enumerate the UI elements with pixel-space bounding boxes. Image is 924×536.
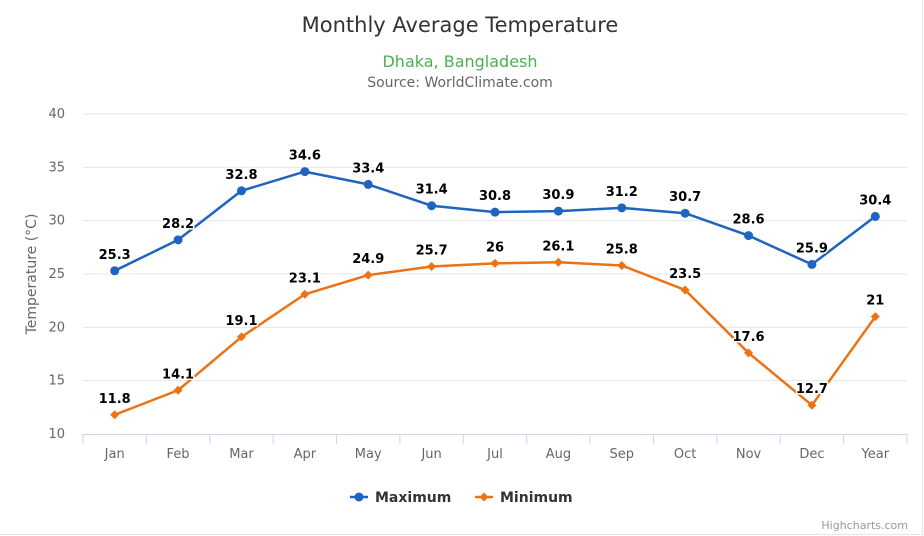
x-tick-label-dec: Dec xyxy=(799,447,824,462)
maximum-data-label: 31.2 xyxy=(606,185,638,200)
maximum-data-label: 31.4 xyxy=(416,183,448,198)
y-axis-label: Temperature (°C) xyxy=(24,214,40,336)
maximum-data-label: 34.6 xyxy=(289,149,321,164)
minimum-point xyxy=(490,258,500,268)
maximum-point xyxy=(807,259,817,269)
y-tick-label: 20 xyxy=(48,320,65,335)
minimum-data-label: 23.5 xyxy=(669,267,701,282)
maximum-point xyxy=(363,179,373,189)
chart-title: Monthly Average Temperature xyxy=(302,13,619,37)
minimum-data-label: 12.7 xyxy=(796,382,828,397)
x-tick-label-apr: Apr xyxy=(294,447,317,462)
maximum-point xyxy=(300,167,310,177)
maximum-data-label: 28.2 xyxy=(162,217,194,232)
minimum-point xyxy=(427,262,437,272)
x-tick-label-jun: Jun xyxy=(420,447,441,462)
minimum-point xyxy=(553,257,563,267)
maximum-data-label: 33.4 xyxy=(352,161,384,176)
maximum-data-label: 25.3 xyxy=(99,248,131,263)
maximum-data-label: 28.6 xyxy=(732,213,764,228)
chart-subtitle: Dhaka, Bangladesh xyxy=(382,52,537,71)
maximum-point xyxy=(110,266,120,276)
minimum-data-label: 17.6 xyxy=(732,330,764,345)
maximum-point xyxy=(236,186,246,196)
minimum-point xyxy=(617,260,627,270)
maximum-point xyxy=(173,235,183,245)
maximum-point xyxy=(870,211,880,221)
chart-source: Source: WorldClimate.com xyxy=(367,75,553,91)
minimum-data-label: 21 xyxy=(866,294,884,309)
minimum-data-label: 19.1 xyxy=(225,314,257,329)
legend-label-minimum: Minimum xyxy=(500,490,573,506)
legend-label-maximum: Maximum xyxy=(375,490,451,506)
maximum-point xyxy=(553,206,563,216)
x-tick-label-sep: Sep xyxy=(610,447,635,462)
minimum-data-label: 26 xyxy=(486,240,504,255)
x-tick-label-oct: Oct xyxy=(674,447,696,462)
y-tick-label: 30 xyxy=(48,214,65,229)
minimum-point xyxy=(680,285,690,295)
y-tick-label: 40 xyxy=(48,107,65,122)
maximum-data-label: 30.7 xyxy=(669,190,701,205)
legend-marker-minimum xyxy=(479,492,489,502)
legend[interactable]: Maximum Minimum xyxy=(350,490,573,506)
maximum-data-label: 32.8 xyxy=(225,168,257,183)
minimum-data-label: 23.1 xyxy=(289,271,321,286)
x-tick-label-year: Year xyxy=(861,447,890,462)
maximum-point xyxy=(490,207,500,217)
minimum-data-label: 25.7 xyxy=(416,244,448,259)
x-axis: Jan Feb Mar Apr May Jun Jul Aug Sep Oct Nov Dec Year xyxy=(82,434,908,462)
legend-marker-maximum xyxy=(354,492,364,502)
minimum-data-label: 26.1 xyxy=(542,239,574,254)
x-tick-label-feb: Feb xyxy=(167,447,190,462)
x-tick-label-jul: Jul xyxy=(486,447,503,462)
maximum-point xyxy=(617,203,627,213)
y-tick-label: 35 xyxy=(48,160,65,175)
minimum-point xyxy=(807,400,817,410)
maximum-point xyxy=(680,208,690,218)
gridlines xyxy=(83,113,907,382)
minimum-point xyxy=(744,348,754,358)
data-labels: 25.3 28.2 32.8 34.6 33.4 31.4 30.8 30.9 31.2 30.7… xyxy=(97,147,893,408)
maximum-data-label: 25.9 xyxy=(796,241,828,256)
maximum-point xyxy=(744,231,754,241)
x-tick-label-may: May xyxy=(355,447,382,462)
maximum-data-label: 30.4 xyxy=(859,193,891,208)
minimum-point xyxy=(870,312,880,322)
minimum-point xyxy=(110,410,120,420)
minimum-point xyxy=(236,332,246,342)
maximum-data-label: 30.8 xyxy=(479,189,511,204)
series-group xyxy=(110,167,880,420)
y-tick-label: 25 xyxy=(48,267,65,282)
x-tick-label-jan: Jan xyxy=(104,447,125,462)
y-axis-ticks: 10 15 20 25 30 35 40 xyxy=(48,107,65,442)
credits-link[interactable]: Highcharts.com xyxy=(821,519,908,532)
minimum-point xyxy=(173,385,183,395)
minimum-point xyxy=(300,289,310,299)
y-tick-label: 15 xyxy=(48,374,65,389)
minimum-data-label: 24.9 xyxy=(352,252,384,267)
y-tick-label: 10 xyxy=(48,427,65,442)
minimum-data-label: 25.8 xyxy=(606,242,638,257)
minimum-data-label: 14.1 xyxy=(162,367,194,382)
legend-item-minimum[interactable]: Minimum xyxy=(475,490,573,506)
maximum-point xyxy=(427,201,437,211)
minimum-data-label: 11.8 xyxy=(99,392,131,407)
maximum-data-label: 30.9 xyxy=(542,188,574,203)
x-tick-label-mar: Mar xyxy=(229,447,254,462)
minimum-point xyxy=(363,270,373,280)
x-tick-label-nov: Nov xyxy=(736,447,762,462)
legend-item-maximum[interactable]: Maximum xyxy=(350,490,451,506)
x-tick-label-aug: Aug xyxy=(546,447,571,462)
